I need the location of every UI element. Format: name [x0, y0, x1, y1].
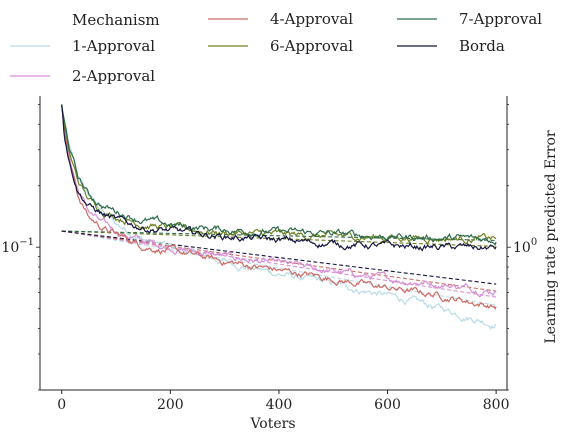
legend-item-1-approval: 1-Approval	[10, 37, 155, 55]
right-y-tick-label: 100	[513, 237, 537, 256]
legend-label: Borda	[459, 37, 505, 55]
series-line-4-approval	[61, 104, 497, 311]
legend-label: 2-Approval	[72, 67, 155, 85]
legend-item-6-approval: 6-Approval	[208, 37, 353, 55]
fit-line-7-approval	[61, 230, 497, 241]
x-tick-label: 600	[374, 397, 401, 413]
legend-item-4-approval: 4-Approval	[208, 10, 353, 28]
left-y-tick-label: 10−1	[1, 237, 34, 256]
legend-label: 4-Approval	[270, 10, 353, 28]
legend-item-borda: Borda	[397, 37, 505, 55]
series-lines	[61, 104, 497, 330]
x-axis-label: Voters	[249, 416, 295, 432]
x-tick-label: 800	[483, 397, 510, 413]
fit-lines	[61, 230, 497, 306]
series-line-1-approval	[61, 104, 497, 330]
right-y-axis-label: Learning rate predicted Error	[543, 130, 559, 344]
fit-line-2-approval	[61, 230, 497, 298]
axes: 0 200 400 600 800 10−1 100	[1, 96, 537, 413]
series-line-borda	[61, 104, 497, 252]
legend-label: 1-Approval	[72, 37, 155, 55]
legend-item-7-approval: 7-Approval	[397, 10, 542, 28]
series-line-2-approval	[61, 104, 497, 298]
x-tick-label: 400	[266, 397, 293, 413]
legend-label: 6-Approval	[270, 37, 353, 55]
fit-line-borda	[61, 230, 497, 285]
legend-item-2-approval: 2-Approval	[10, 67, 155, 85]
legend-title: Mechanism	[72, 11, 160, 29]
x-tick-label: 200	[157, 397, 184, 413]
legend-label: 7-Approval	[459, 10, 542, 28]
series-line-7-approval	[61, 104, 497, 246]
x-tick-label: 0	[57, 397, 66, 413]
fit-line-1-approval	[61, 230, 497, 306]
legend: Mechanism 1-Approval 2-Approval 4-Approval…	[10, 10, 542, 85]
